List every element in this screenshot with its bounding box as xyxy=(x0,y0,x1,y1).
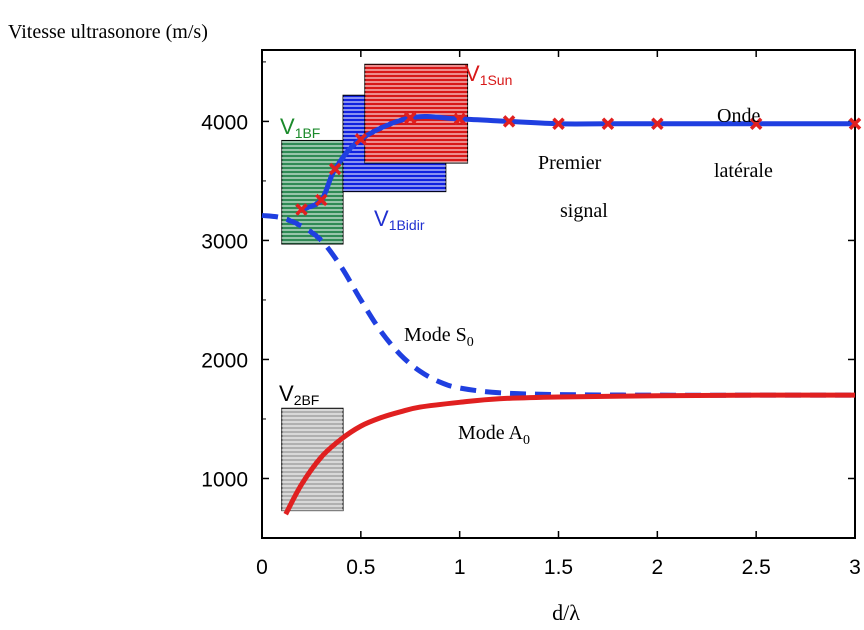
annotation-premier: Premier xyxy=(538,152,602,174)
box-label-v1bidir: V1Bidir xyxy=(374,206,425,233)
series-marker xyxy=(651,117,664,131)
box-label-v2bf-main: V xyxy=(279,381,294,406)
x-tick-label: 3 xyxy=(849,556,861,579)
annotation-onde: Onde xyxy=(717,105,760,127)
measurement-box-hatch xyxy=(364,64,468,164)
series-marker xyxy=(315,193,328,207)
box-label-v1bidir-sub: 1Bidir xyxy=(389,217,425,233)
series-marker xyxy=(404,111,417,125)
annotation-laterale: latérale xyxy=(714,160,773,182)
box-label-v1bf: V1BF xyxy=(280,114,320,141)
x-tick-label: 2 xyxy=(651,556,663,579)
annotation-signal: signal xyxy=(560,200,608,222)
box-label-v1sun-sub: 1Sun xyxy=(480,72,513,88)
series-markers xyxy=(295,111,862,216)
series-marker xyxy=(601,117,615,131)
y-tick-label: 3000 xyxy=(201,230,248,253)
y-tick-label: 1000 xyxy=(201,468,248,491)
x-tick-label: 0 xyxy=(256,556,268,579)
box-label-v1bf-sub: 1BF xyxy=(295,125,321,141)
annotation-mode-a0: Mode A0 xyxy=(458,422,530,448)
series-marker xyxy=(295,203,308,216)
series-marker xyxy=(502,115,516,128)
annotation-mode-s0: Mode S0 xyxy=(404,324,474,350)
box-label-v1bidir-main: V xyxy=(374,206,389,231)
box-label-v1sun: V1Sun xyxy=(465,61,512,88)
series-marker xyxy=(749,117,763,131)
measurement-box-hatch xyxy=(281,140,344,245)
series-line-mode-a0 xyxy=(283,392,856,516)
measurement-box-hatch xyxy=(281,408,344,511)
box-label-v2bf-sub: 2BF xyxy=(294,392,320,408)
box-label-v1sun-main: V xyxy=(465,61,480,86)
annotation-mode-s0-main: Mode S xyxy=(404,324,467,346)
series-marker xyxy=(453,112,466,126)
annotation-mode-a0-main: Mode A xyxy=(458,422,524,444)
measurement-boxes xyxy=(281,63,469,512)
box-label-v2bf: V2BF xyxy=(279,381,319,408)
x-tick-label: 2.5 xyxy=(742,556,771,579)
x-tick-label: 1.5 xyxy=(544,556,573,579)
series-line-mode-s0 xyxy=(261,212,855,398)
y-tick-label: 2000 xyxy=(201,349,248,372)
annotation-mode-s0-sub: 0 xyxy=(467,335,474,350)
annotation-mode-a0-sub: 0 xyxy=(523,433,530,448)
x-axis-label: d/λ xyxy=(552,600,580,625)
series-marker xyxy=(354,133,368,146)
x-tick-label: 0.5 xyxy=(346,556,375,579)
y-axis-ticks: 1000 2000 3000 4000 xyxy=(201,61,855,491)
series-marker xyxy=(552,117,565,131)
x-axis-ticks: 0 0.5 1 1.5 2 2.5 3 xyxy=(256,50,861,579)
y-tick-label: 4000 xyxy=(201,111,248,134)
x-tick-label: 1 xyxy=(454,556,466,579)
series-marker xyxy=(848,117,862,131)
series-marker xyxy=(328,162,342,176)
box-label-v1bf-main: V xyxy=(280,114,295,139)
y-axis-label: Vitesse ultrasonore (m/s) xyxy=(8,21,208,43)
